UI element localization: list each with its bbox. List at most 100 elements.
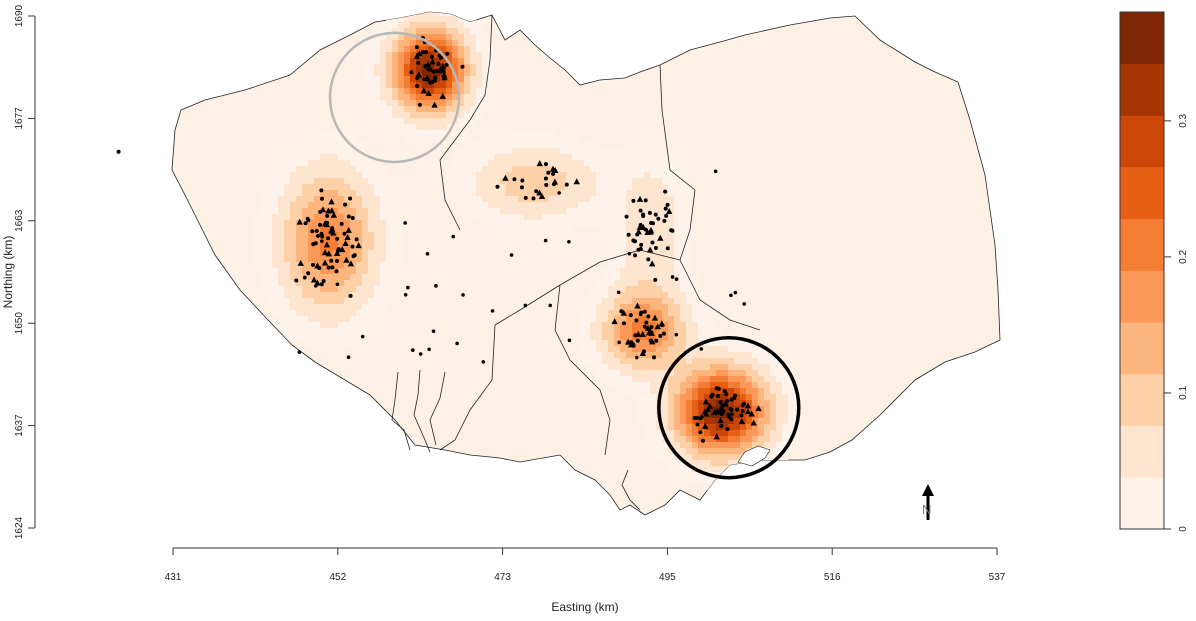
dot-point <box>335 259 340 264</box>
dot-point <box>631 343 636 348</box>
triangle-point <box>717 417 724 424</box>
dot-point <box>414 45 419 50</box>
dot-point <box>639 242 644 247</box>
dot-point <box>406 285 410 290</box>
dot-point <box>729 407 734 412</box>
dot-point <box>706 408 711 413</box>
dot-point <box>317 266 322 271</box>
dot-point <box>495 184 500 189</box>
dot-point <box>665 246 670 251</box>
triangle-point <box>325 207 332 214</box>
dot-point <box>431 69 436 74</box>
triangle-point <box>702 398 710 405</box>
triangle-point <box>321 249 329 256</box>
triangle-point <box>706 402 713 409</box>
dot-point <box>409 70 414 75</box>
circles-layer <box>328 31 801 480</box>
triangle-point <box>648 260 656 267</box>
dot-point <box>551 171 556 176</box>
dot-point <box>523 195 528 200</box>
dot-point <box>642 309 647 314</box>
triangle-point <box>639 330 646 337</box>
triangle-point <box>624 338 632 345</box>
dot-point <box>319 188 324 193</box>
dot-point <box>434 284 438 288</box>
triangle-point <box>750 419 757 426</box>
triangle-point <box>744 402 752 409</box>
dot-point <box>430 80 435 85</box>
dot-point <box>339 221 344 226</box>
x-tick-label: 452 <box>329 572 346 583</box>
legend-swatch <box>1120 425 1164 478</box>
dot-point <box>698 430 703 435</box>
x-tick-label: 516 <box>824 572 841 583</box>
dot-point <box>426 67 431 72</box>
triangle-point <box>639 350 647 357</box>
triangle-point <box>716 406 724 413</box>
dot-point <box>424 50 429 55</box>
dot-point <box>621 321 626 326</box>
dot-point <box>321 278 326 283</box>
triangle-point <box>538 193 546 200</box>
triangle-point <box>431 101 438 108</box>
legend-colorbar: 0 0.1 0.2 0.3 <box>1119 11 1189 532</box>
dot-point <box>729 412 734 417</box>
dot-point <box>644 320 649 325</box>
dot-point <box>297 350 302 354</box>
dot-point <box>481 360 486 364</box>
dot-point <box>715 393 720 398</box>
dot-point <box>460 64 465 69</box>
dot-point <box>509 253 514 257</box>
legend-swatch <box>1120 63 1164 116</box>
triangle-point <box>344 233 351 240</box>
dot-point <box>662 218 667 223</box>
dot-point <box>334 269 339 274</box>
y-tick-label: 1637 <box>14 414 25 437</box>
dot-point <box>725 427 730 432</box>
lake-shape <box>737 445 771 467</box>
dot-point <box>733 290 738 295</box>
dot-point <box>638 208 643 213</box>
triangle-point <box>646 246 654 253</box>
dot-point <box>646 257 651 262</box>
x-tick-label: 431 <box>165 572 182 583</box>
triangle-point <box>611 318 618 325</box>
triangle-point <box>738 418 746 425</box>
dot-point <box>649 325 654 330</box>
dot-point <box>647 210 652 215</box>
dot-point <box>557 191 562 195</box>
dot-point <box>490 309 495 313</box>
dot-point <box>520 178 525 183</box>
dot-point <box>519 185 524 190</box>
dot-point <box>523 303 528 308</box>
dot-point <box>660 323 665 328</box>
dot-point <box>635 355 639 360</box>
dot-point <box>325 213 330 218</box>
dot-point <box>451 234 456 239</box>
triangle-point <box>654 323 661 330</box>
triangle-point <box>755 405 762 412</box>
dot-point <box>445 51 450 56</box>
legend-tick-label: 0.3 <box>1178 113 1189 127</box>
triangle-point <box>744 408 752 415</box>
dot-point <box>329 258 334 263</box>
dot-point <box>438 69 443 74</box>
gray-highlight-circle <box>328 31 461 164</box>
triangle-point <box>425 89 432 96</box>
triangle-point <box>415 71 423 78</box>
dot-point <box>313 284 318 288</box>
dot-point <box>648 338 653 343</box>
dot-point <box>664 213 669 218</box>
dot-point <box>619 309 624 314</box>
dot-point <box>658 333 663 338</box>
dot-point <box>335 282 340 287</box>
dot-point <box>652 355 657 360</box>
dot-point <box>649 330 654 335</box>
dot-point <box>663 206 668 211</box>
y-tick-label: 1677 <box>14 107 25 130</box>
dot-point <box>543 162 548 167</box>
dot-point <box>650 240 655 245</box>
triangle-point <box>647 228 654 235</box>
dot-point <box>654 338 659 343</box>
y-axis-title: Northing (km) <box>1 236 15 309</box>
